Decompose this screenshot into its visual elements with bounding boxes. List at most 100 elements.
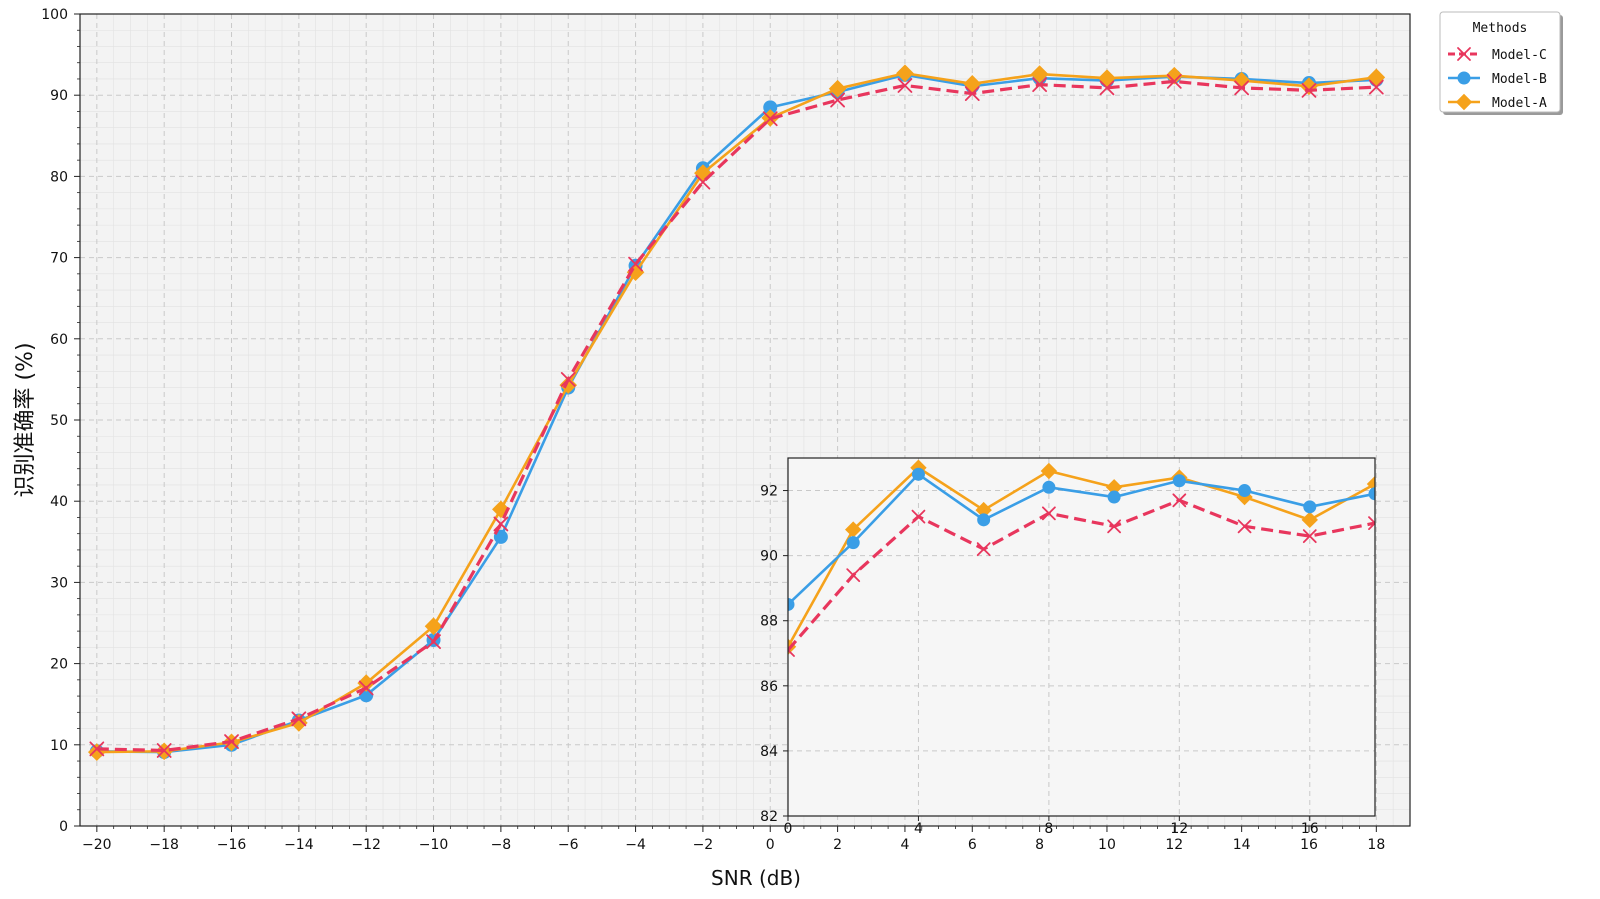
x-tick-label: 6 (968, 837, 977, 853)
series-model-c (89, 73, 1384, 758)
inset-y-tick-label: 84 (760, 744, 778, 760)
x-tick-label: −2 (693, 837, 714, 853)
legend-swatch-marker (1455, 93, 1473, 111)
y-tick-label: 40 (50, 494, 68, 510)
x-tick-label: 16 (1300, 837, 1318, 853)
data-point-model-a (963, 74, 982, 93)
data-point-model-a (357, 674, 376, 692)
data-point-model-c (788, 643, 795, 657)
data-point-model-b (1238, 484, 1252, 498)
y-tick-label: 10 (50, 738, 68, 754)
data-point-model-c (1234, 80, 1250, 96)
y-tick-label: 0 (59, 819, 68, 835)
data-point-model-c (1041, 506, 1056, 521)
data-point-model-a (1040, 462, 1058, 480)
data-point-model-c (1107, 519, 1122, 534)
inset-background (788, 458, 1375, 816)
y-tick-label: 100 (41, 7, 68, 23)
x-tick-label: −14 (284, 837, 314, 853)
legend: Methods Model-C Model-B Model-A (1439, 11, 1563, 115)
data-point-model-c (1368, 79, 1384, 95)
inset-x-tick-label: 4 (914, 821, 923, 837)
series-line-model-a (96, 71, 1377, 754)
x-tick-label: 8 (1035, 837, 1044, 853)
data-point-model-a (559, 376, 578, 394)
inset-plot: 82 84 86 88 90 92 0 4 8 12 16 (760, 457, 1376, 837)
legend-entry-model-a: Model-A (1448, 93, 1547, 111)
y-tick-label: 30 (50, 575, 68, 591)
data-point-model-b (493, 529, 508, 544)
legend-label: Model-B (1492, 72, 1547, 87)
data-point-model-b (977, 513, 991, 527)
data-point-model-c (762, 111, 778, 127)
data-point-model-c (1166, 73, 1182, 89)
x-axis-label: SNR (dB) (711, 866, 801, 890)
data-point-model-c (911, 509, 926, 524)
legend-title: Methods (1473, 21, 1528, 36)
legend-label: Model-A (1492, 96, 1547, 111)
y-tick-label: 20 (50, 657, 68, 673)
data-point-model-c (560, 371, 576, 387)
data-point-model-c (830, 92, 845, 108)
data-point-model-c (493, 516, 509, 532)
inset-y-tick-label: 86 (760, 679, 778, 695)
data-point-model-c (1368, 516, 1375, 530)
data-point-model-a (1367, 68, 1386, 87)
data-point-model-a (828, 79, 847, 98)
data-point-model-a (424, 617, 443, 636)
inset-y-tick-label: 82 (760, 809, 778, 825)
data-point-model-b (911, 467, 925, 481)
data-point-model-c (1172, 493, 1187, 508)
data-point-model-b (1368, 487, 1375, 501)
data-point-model-c (976, 542, 991, 557)
x-tick-label: 2 (833, 837, 842, 853)
data-point-model-b (1172, 474, 1186, 488)
inset-y-tick-label: 88 (760, 614, 778, 630)
y-tick-label: 80 (50, 169, 68, 185)
x-tick-label: 10 (1098, 837, 1116, 853)
legend-label: Model-C (1492, 48, 1547, 63)
data-point-model-b (1042, 480, 1056, 494)
data-point-model-b (1303, 500, 1317, 514)
ticks: −20 −18 −16 −14 −12 −10 −8 −6 −4 −2 0 2 4 6 8 10 12 14 16 1… (41, 7, 1385, 853)
inset-y-tick-label: 90 (760, 549, 778, 565)
x-tick-label: 12 (1165, 837, 1183, 853)
y-tick-label: 50 (50, 413, 68, 429)
y-axis-label: 识别准确率 (%) (13, 342, 38, 497)
data-point-model-a (1301, 511, 1318, 529)
x-tick-label: −10 (419, 837, 449, 853)
x-tick-label: 4 (900, 837, 909, 853)
data-point-model-c (156, 743, 172, 758)
legend-entry-model-b: Model-B (1448, 71, 1547, 87)
series-line-model-b (788, 472, 1375, 606)
data-point-model-c (964, 86, 980, 101)
inset-x-tick-label: 16 (1301, 821, 1319, 837)
inset-x-tick-label: 12 (1170, 821, 1188, 837)
data-point-model-c (1302, 529, 1317, 544)
data-point-model-a (1165, 66, 1184, 85)
x-tick-label: −12 (351, 837, 381, 853)
y-tick-label: 60 (50, 332, 68, 348)
data-point-model-c (426, 634, 441, 650)
data-point-model-c (1237, 519, 1252, 534)
series-line-model-a (788, 466, 1375, 648)
data-point-model-c (628, 256, 643, 272)
data-point-model-a (1098, 69, 1116, 87)
x-tick-label: −8 (491, 837, 512, 853)
data-point-model-c (224, 734, 239, 749)
inset-x-tick-label: 0 (784, 821, 793, 837)
data-point-model-c (291, 711, 307, 727)
data-point-model-c (695, 174, 711, 190)
data-point-model-b (788, 597, 795, 611)
y-tick-label: 70 (50, 251, 68, 267)
data-point-model-c (89, 741, 105, 757)
inset-y-tick-label: 92 (760, 484, 778, 500)
y-tick-label: 90 (50, 88, 68, 104)
data-point-model-a (896, 64, 914, 83)
x-tick-label: −16 (217, 837, 247, 853)
data-point-model-c (1099, 80, 1115, 96)
series-model-c (788, 493, 1375, 657)
data-point-model-c (846, 568, 861, 583)
